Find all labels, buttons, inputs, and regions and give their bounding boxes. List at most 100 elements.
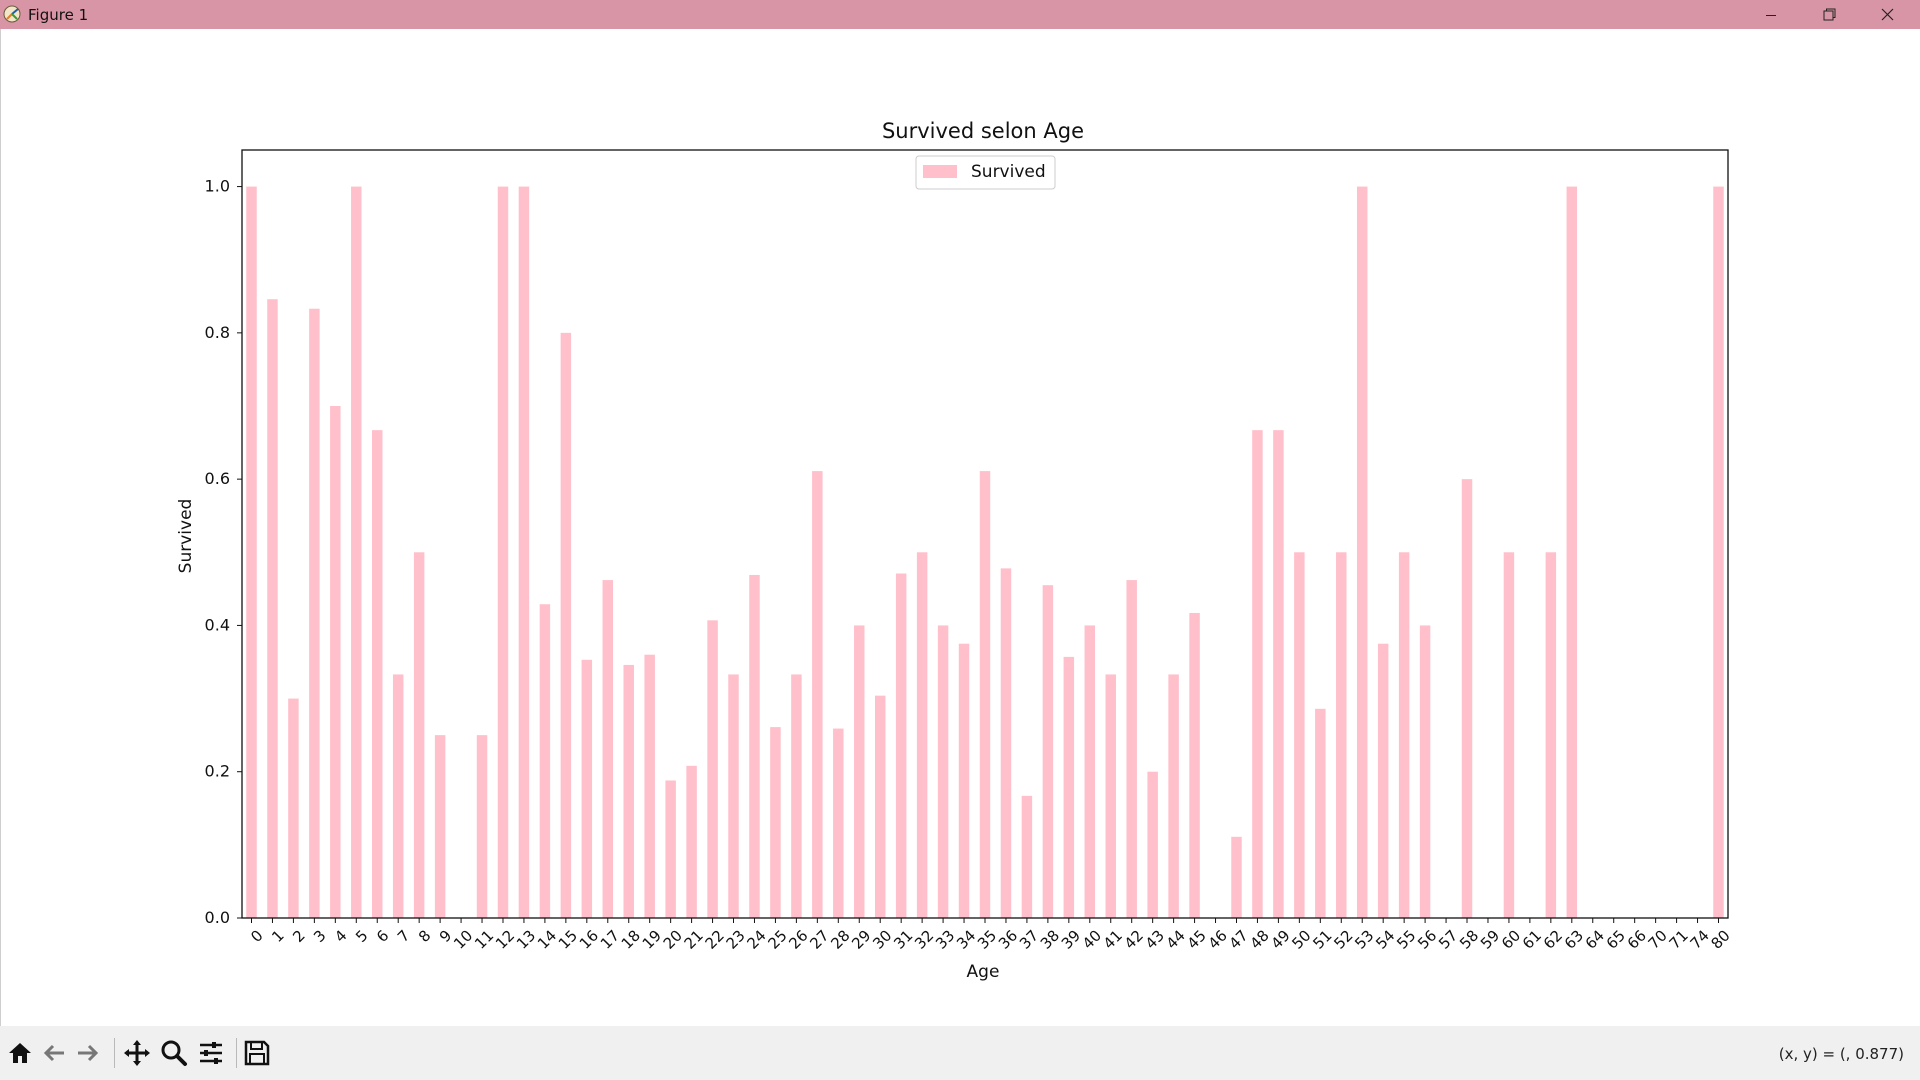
- window-title: Figure 1: [28, 6, 89, 24]
- bar-age-50: [1294, 552, 1305, 918]
- bar-age-24: [749, 574, 760, 918]
- matplotlib-logo-icon: [3, 5, 21, 23]
- zoom-button[interactable]: [158, 1037, 190, 1069]
- x-axis-label: Age: [967, 962, 1000, 982]
- bar-age-42: [1126, 580, 1137, 918]
- home-button[interactable]: [4, 1037, 36, 1069]
- bar-age-56: [1419, 625, 1431, 918]
- toolbar-separator: [114, 1038, 115, 1068]
- bar-age-15: [560, 332, 572, 918]
- restore-icon: [1823, 8, 1835, 21]
- y-tick-label: 1.0: [205, 177, 230, 196]
- bar-age-37: [1021, 795, 1033, 918]
- bar-age-60: [1503, 552, 1515, 918]
- bar-age-34: [958, 643, 970, 918]
- bar-age-51: [1315, 708, 1326, 918]
- x-tick-label: 80: [1708, 927, 1734, 953]
- bar-age-1: [267, 299, 278, 919]
- bar-chart: Survived selon Age Survived Age 0.00.20.…: [176, 119, 1734, 982]
- home-icon: [9, 1043, 31, 1063]
- y-tick-label: 0.0: [205, 908, 230, 927]
- configure-subplots-button[interactable]: [195, 1037, 227, 1069]
- bar-age-2: [288, 698, 299, 918]
- bar-age-8: [413, 552, 425, 918]
- minimize-icon: [1766, 14, 1776, 16]
- legend-swatch: [923, 165, 957, 178]
- title-bar: Figure 1: [0, 0, 1920, 29]
- bar-age-19: [644, 654, 655, 918]
- bar-age-13: [518, 186, 530, 918]
- bar-age-11: [476, 735, 488, 918]
- y-tick-label: 0.6: [205, 469, 230, 488]
- zoom-icon: [161, 1040, 187, 1066]
- bar-age-14: [539, 604, 551, 918]
- bar-age-80: [1713, 186, 1724, 918]
- bar-age-26: [791, 674, 802, 918]
- bar-age-22: [707, 620, 718, 918]
- chart-title: Survived selon Age: [882, 119, 1084, 143]
- bar-age-25: [770, 727, 781, 918]
- legend-box: [915, 155, 1056, 190]
- x-tick-label: 5: [352, 927, 371, 946]
- pan-icon: [124, 1040, 150, 1066]
- bar-age-38: [1042, 585, 1054, 918]
- x-tick-label: 2: [289, 927, 308, 946]
- bar-age-35: [979, 471, 991, 918]
- legend-label: Survived: [971, 162, 1046, 182]
- restore-button[interactable]: [1800, 0, 1858, 29]
- bar-age-3: [309, 308, 320, 919]
- figure-canvas[interactable]: Survived selon Age Survived Age 0.0 0.2 0.…: [0, 29, 1920, 1026]
- save-icon: [244, 1040, 270, 1066]
- bar-age-16: [581, 659, 593, 918]
- bar-age-30: [874, 695, 886, 918]
- x-tick-label: 4: [331, 927, 350, 946]
- bar-age-23: [728, 674, 739, 918]
- axes-frame: [241, 149, 1729, 919]
- save-button[interactable]: [241, 1037, 273, 1069]
- bar-age-27: [812, 471, 823, 918]
- bar-age-54: [1377, 643, 1389, 918]
- y-tick-label: 0.2: [205, 762, 230, 781]
- bar-age-36: [1000, 568, 1012, 918]
- bar-age-5: [351, 186, 362, 918]
- minimize-button[interactable]: [1742, 0, 1800, 29]
- x-tick-label: 1: [268, 927, 287, 946]
- bar-age-29: [854, 625, 865, 918]
- y-tick-label: 0.8: [205, 323, 230, 342]
- bar-age-53: [1356, 186, 1368, 918]
- back-arrow-icon: [43, 1044, 64, 1062]
- close-icon: [1881, 8, 1893, 21]
- bar-age-48: [1252, 430, 1263, 918]
- bar-age-18: [623, 664, 634, 918]
- bars-group: [246, 186, 1724, 919]
- x-tick-label: 7: [394, 927, 413, 946]
- bar-age-45: [1189, 612, 1200, 918]
- bar-age-63: [1566, 186, 1578, 918]
- back-button[interactable]: [38, 1037, 70, 1069]
- close-button[interactable]: [1858, 0, 1916, 29]
- y-axis-label: Survived: [176, 499, 196, 574]
- bar-age-44: [1168, 674, 1179, 918]
- bar-age-21: [686, 765, 697, 918]
- bar-age-28: [833, 728, 844, 918]
- bar-age-55: [1398, 552, 1410, 918]
- navigation-toolbar: (x, y) = (, 0.877): [0, 1026, 1920, 1080]
- bar-age-41: [1105, 674, 1116, 918]
- bar-age-4: [330, 406, 341, 918]
- y-ticks-group: 0.0 0.2 0.4 0.6 0.8 1.0: [205, 177, 242, 927]
- x-tick-label: 0: [247, 927, 266, 946]
- cursor-coordinates: (x, y) = (, 0.877): [1778, 1045, 1904, 1063]
- bar-age-43: [1147, 771, 1158, 918]
- bar-age-9: [434, 735, 446, 918]
- bar-age-52: [1336, 552, 1347, 918]
- toolbar-separator: [236, 1038, 237, 1068]
- pan-button[interactable]: [121, 1037, 153, 1069]
- bar-age-49: [1273, 430, 1284, 918]
- bar-age-31: [895, 573, 907, 918]
- x-tick-label: 6: [373, 927, 392, 946]
- y-tick-label: 0.4: [205, 615, 230, 634]
- bar-age-12: [497, 186, 509, 918]
- bar-age-40: [1084, 625, 1096, 918]
- bar-age-0: [246, 186, 257, 918]
- forward-button[interactable]: [72, 1037, 104, 1069]
